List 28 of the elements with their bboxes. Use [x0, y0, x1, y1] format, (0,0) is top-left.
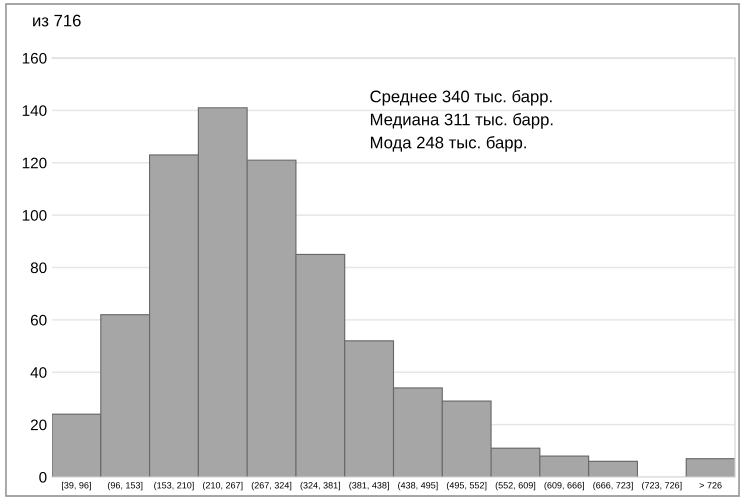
y-tick-label: 20: [30, 419, 47, 430]
x-tick-label: (609, 666]: [544, 482, 584, 490]
x-tick-label: (210, 267]: [202, 482, 242, 490]
x-tick-label: (438, 495]: [398, 482, 438, 490]
annotation: Среднее 340 тыс. барр.: [370, 90, 552, 106]
x-tick-label: (552, 609]: [496, 482, 536, 490]
chart-title: из 716: [33, 14, 81, 26]
x-tick-label: (96, 153]: [108, 482, 142, 490]
x-tick-label: (381, 438]: [349, 482, 389, 490]
y-tick-label: 40: [30, 367, 47, 378]
annotation: Медиана 311 тыс. барр.: [370, 113, 552, 129]
x-tick-label: (267, 324]: [252, 482, 292, 490]
x-tick-label: (666, 723]: [593, 482, 633, 490]
y-tick-label: 120: [22, 158, 47, 168]
bar: [686, 458, 735, 477]
y-tick-label: 100: [22, 210, 47, 221]
x-tick-label: [39, 96]: [62, 482, 91, 490]
annotation: Мода 248 тыс. барр.: [370, 136, 526, 152]
x-tick-label: (324, 381]: [300, 482, 340, 490]
y-tick-label: 140: [22, 105, 47, 116]
x-tick-label: (723, 726]: [642, 482, 682, 490]
x-tick-label: (495, 552]: [446, 482, 486, 490]
x-tick-label: > 726: [700, 482, 722, 488]
y-tick-label: 60: [30, 314, 47, 326]
y-tick-label: 0: [39, 472, 47, 483]
y-tick-label: 160: [22, 52, 47, 64]
y-tick-label: 80: [30, 262, 47, 274]
x-tick-label: (153, 210]: [154, 482, 194, 490]
